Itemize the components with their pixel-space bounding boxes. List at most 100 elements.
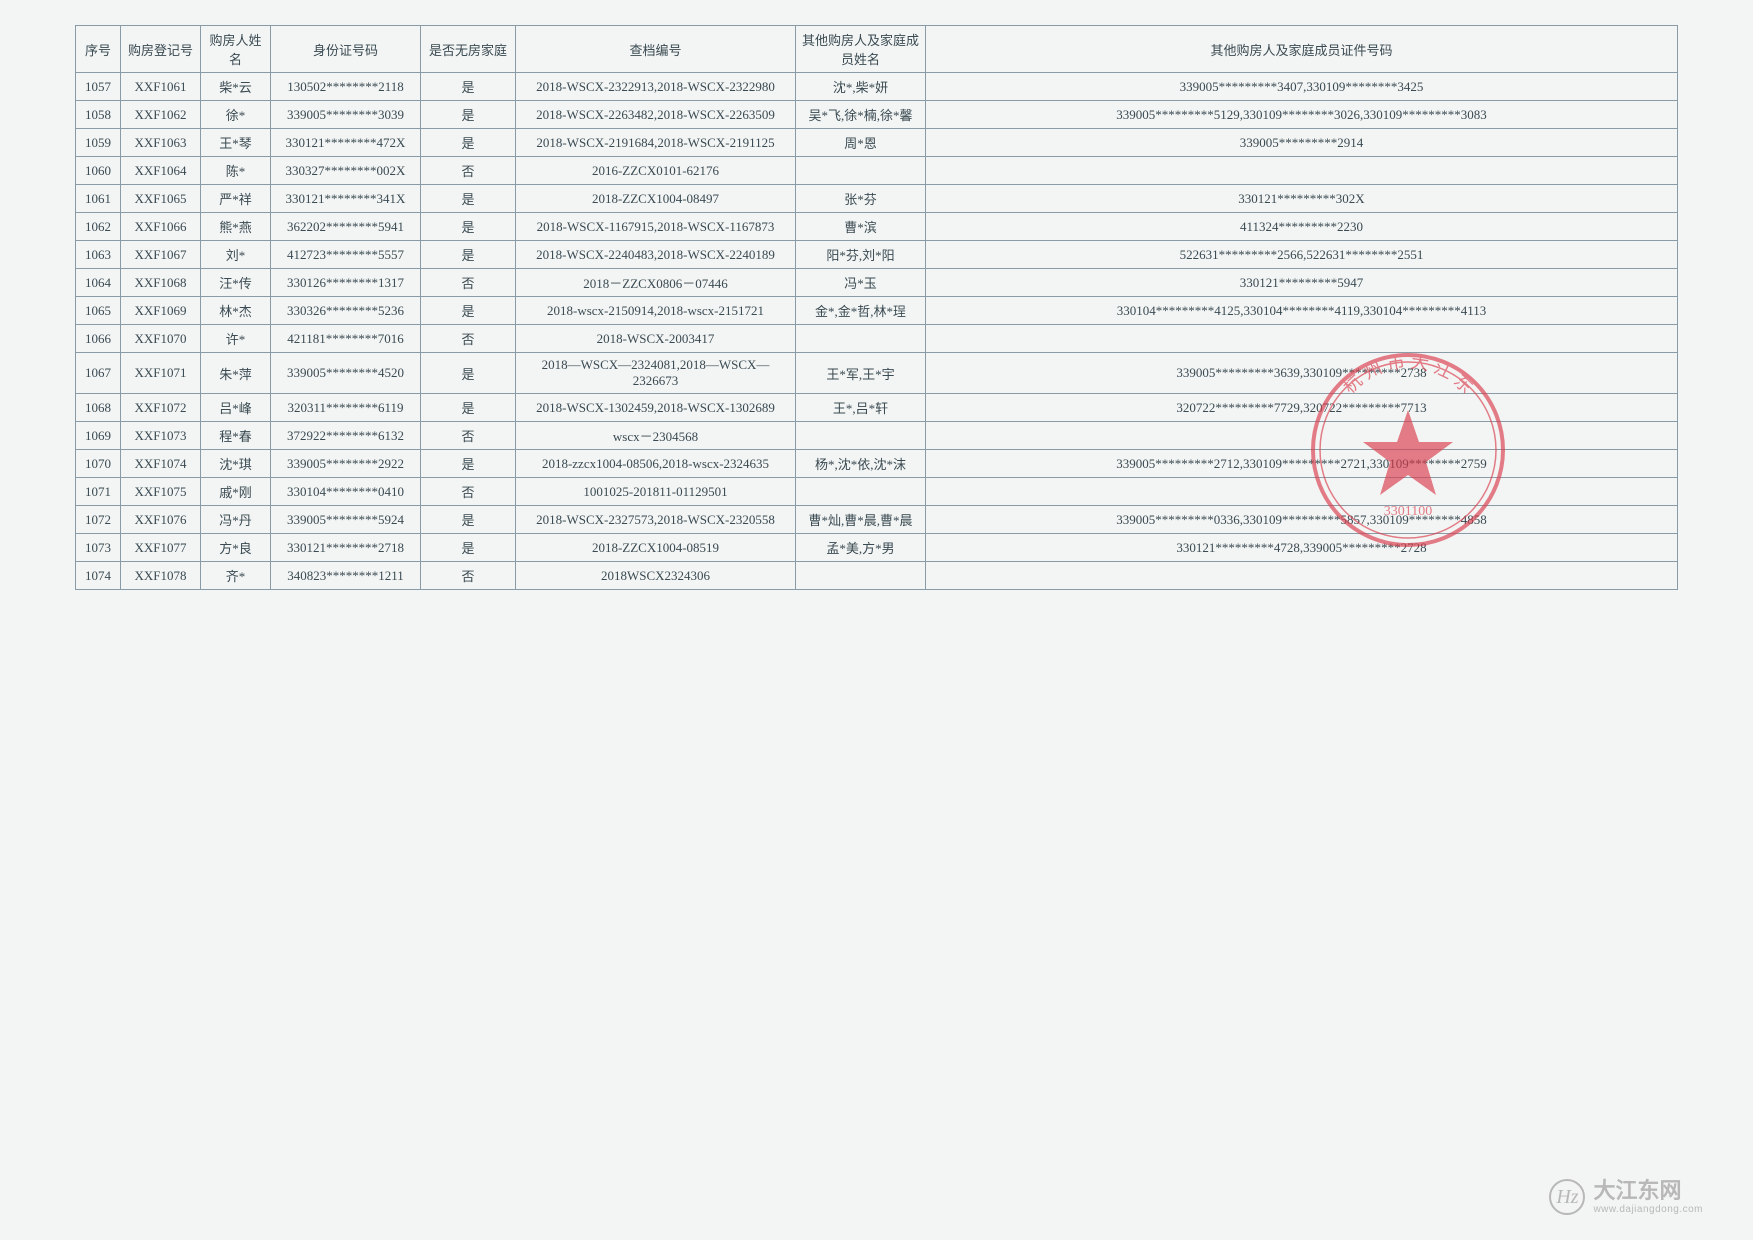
cell-seq: 1067 xyxy=(76,353,121,394)
cell-nohouse: 是 xyxy=(421,129,516,157)
cell-reg: XXF1075 xyxy=(121,478,201,506)
cell-id: 339005********2922 xyxy=(271,450,421,478)
table-row: 1057XXF1061柴*云130502********2118是2018-WS… xyxy=(76,73,1678,101)
cell-other_name: 沈*,柴*妍 xyxy=(796,73,926,101)
watermark: Hz 大江东网 www.dajiangdong.com xyxy=(1549,1179,1703,1215)
cell-other_id xyxy=(926,478,1678,506)
cell-reg: XXF1068 xyxy=(121,269,201,297)
cell-other_name: 王*,吕*轩 xyxy=(796,394,926,422)
table-row: 1068XXF1072吕*峰320311********6119是2018-WS… xyxy=(76,394,1678,422)
cell-reg: XXF1061 xyxy=(121,73,201,101)
header-seq: 序号 xyxy=(76,26,121,73)
cell-name: 方*良 xyxy=(201,534,271,562)
cell-other_name: 周*恩 xyxy=(796,129,926,157)
cell-id: 340823********1211 xyxy=(271,562,421,590)
cell-nohouse: 否 xyxy=(421,422,516,450)
cell-other_id: 411324*********2230 xyxy=(926,213,1678,241)
cell-id: 362202********5941 xyxy=(271,213,421,241)
cell-id: 330104********0410 xyxy=(271,478,421,506)
table-row: 1071XXF1075戚*刚330104********0410否1001025… xyxy=(76,478,1678,506)
cell-other_name xyxy=(796,562,926,590)
cell-id: 330121********472X xyxy=(271,129,421,157)
cell-archive: 2018-WSCX-2240483,2018-WSCX-2240189 xyxy=(516,241,796,269)
cell-other_id: 330121*********4728,339005*********2728 xyxy=(926,534,1678,562)
table-row: 1061XXF1065严*祥330121********341X是2018-ZZ… xyxy=(76,185,1678,213)
table-row: 1073XXF1077方*良330121********2718是2018-ZZ… xyxy=(76,534,1678,562)
watermark-en: www.dajiangdong.com xyxy=(1593,1204,1703,1215)
cell-archive: 2018-WSCX-2327573,2018-WSCX-2320558 xyxy=(516,506,796,534)
cell-other_id: 339005*********3639,330109*********2738 xyxy=(926,353,1678,394)
watermark-logo-icon: Hz xyxy=(1549,1179,1585,1215)
cell-archive: 2018-wscx-2150914,2018-wscx-2151721 xyxy=(516,297,796,325)
cell-nohouse: 是 xyxy=(421,185,516,213)
cell-other_name: 杨*,沈*依,沈*沫 xyxy=(796,450,926,478)
cell-other_id xyxy=(926,325,1678,353)
table-row: 1069XXF1073程*春372922********6132否wscx－23… xyxy=(76,422,1678,450)
cell-archive: 2016-ZZCX0101-62176 xyxy=(516,157,796,185)
header-other-name: 其他购房人及家庭成员姓名 xyxy=(796,26,926,73)
cell-other_name: 吴*飞,徐*楠,徐*馨 xyxy=(796,101,926,129)
cell-reg: XXF1074 xyxy=(121,450,201,478)
table-header: 序号 购房登记号 购房人姓名 身份证号码 是否无房家庭 查档编号 其他购房人及家… xyxy=(76,26,1678,73)
cell-reg: XXF1070 xyxy=(121,325,201,353)
cell-name: 吕*峰 xyxy=(201,394,271,422)
header-other-id: 其他购房人及家庭成员证件号码 xyxy=(926,26,1678,73)
cell-reg: XXF1078 xyxy=(121,562,201,590)
cell-name: 程*春 xyxy=(201,422,271,450)
cell-archive: 2018-WSCX-2263482,2018-WSCX-2263509 xyxy=(516,101,796,129)
cell-archive: 2018-WSCX-2191684,2018-WSCX-2191125 xyxy=(516,129,796,157)
cell-nohouse: 是 xyxy=(421,506,516,534)
cell-reg: XXF1067 xyxy=(121,241,201,269)
cell-archive: 2018-WSCX-2003417 xyxy=(516,325,796,353)
cell-seq: 1063 xyxy=(76,241,121,269)
cell-other_name: 冯*玉 xyxy=(796,269,926,297)
cell-id: 339005********3039 xyxy=(271,101,421,129)
header-id: 身份证号码 xyxy=(271,26,421,73)
cell-other_name: 曹*灿,曹*晨,曹*晨 xyxy=(796,506,926,534)
cell-reg: XXF1076 xyxy=(121,506,201,534)
cell-reg: XXF1072 xyxy=(121,394,201,422)
cell-name: 王*琴 xyxy=(201,129,271,157)
cell-seq: 1058 xyxy=(76,101,121,129)
cell-seq: 1060 xyxy=(76,157,121,185)
table-row: 1066XXF1070许*421181********7016否2018-WSC… xyxy=(76,325,1678,353)
cell-nohouse: 是 xyxy=(421,101,516,129)
cell-nohouse: 是 xyxy=(421,297,516,325)
cell-archive: wscx－2304568 xyxy=(516,422,796,450)
cell-other_id: 339005*********0336,330109*********5857,… xyxy=(926,506,1678,534)
watermark-cn: 大江东网 xyxy=(1593,1179,1703,1203)
cell-id: 330326********5236 xyxy=(271,297,421,325)
table-row: 1070XXF1074沈*琪339005********2922是2018-zz… xyxy=(76,450,1678,478)
cell-archive: 2018-ZZCX1004-08497 xyxy=(516,185,796,213)
cell-reg: XXF1077 xyxy=(121,534,201,562)
header-name: 购房人姓名 xyxy=(201,26,271,73)
cell-id: 330126********1317 xyxy=(271,269,421,297)
cell-other_id: 522631*********2566,522631********2551 xyxy=(926,241,1678,269)
cell-other_id: 330104*********4125,330104********4119,3… xyxy=(926,297,1678,325)
cell-other_name: 阳*芬,刘*阳 xyxy=(796,241,926,269)
cell-other_name xyxy=(796,325,926,353)
cell-reg: XXF1062 xyxy=(121,101,201,129)
cell-id: 339005********4520 xyxy=(271,353,421,394)
cell-id: 339005********5924 xyxy=(271,506,421,534)
cell-reg: XXF1066 xyxy=(121,213,201,241)
cell-id: 320311********6119 xyxy=(271,394,421,422)
cell-name: 汪*传 xyxy=(201,269,271,297)
cell-seq: 1068 xyxy=(76,394,121,422)
cell-id: 372922********6132 xyxy=(271,422,421,450)
cell-reg: XXF1071 xyxy=(121,353,201,394)
cell-seq: 1074 xyxy=(76,562,121,590)
cell-nohouse: 否 xyxy=(421,269,516,297)
cell-seq: 1069 xyxy=(76,422,121,450)
cell-seq: 1061 xyxy=(76,185,121,213)
cell-archive: 2018-ZZCX1004-08519 xyxy=(516,534,796,562)
table-row: 1074XXF1078齐*340823********1211否2018WSCX… xyxy=(76,562,1678,590)
cell-seq: 1070 xyxy=(76,450,121,478)
cell-name: 柴*云 xyxy=(201,73,271,101)
cell-reg: XXF1073 xyxy=(121,422,201,450)
cell-other_name xyxy=(796,478,926,506)
cell-nohouse: 是 xyxy=(421,241,516,269)
cell-other_name: 金*,金*哲,林*珵 xyxy=(796,297,926,325)
header-archive: 查档编号 xyxy=(516,26,796,73)
cell-other_name: 曹*滨 xyxy=(796,213,926,241)
